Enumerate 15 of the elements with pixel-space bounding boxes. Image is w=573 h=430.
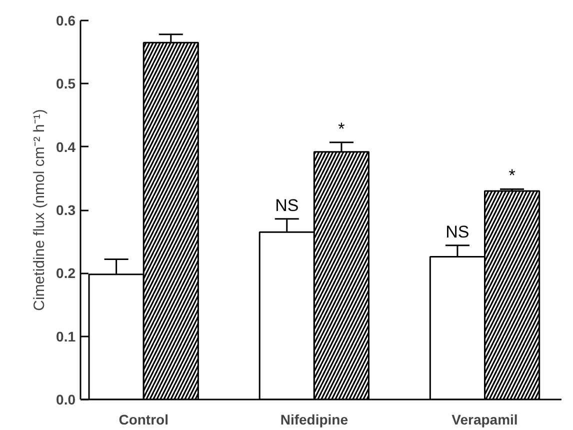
annotation: * bbox=[338, 119, 346, 138]
x-tick-label: Nifedipine bbox=[280, 412, 348, 428]
annotation: NS bbox=[275, 196, 299, 215]
x-tick-label: Verapamil bbox=[452, 412, 518, 428]
y-tick-label: 0.1 bbox=[56, 328, 76, 344]
annotation: NS bbox=[446, 222, 470, 242]
y-tick-label: 0.6 bbox=[56, 12, 76, 28]
y-tick-label: 0.3 bbox=[56, 202, 76, 218]
y-tick-label: 0.5 bbox=[56, 76, 76, 92]
annotation: * bbox=[508, 166, 516, 186]
y-tick-label: 0.0 bbox=[56, 392, 76, 408]
x-tick-label: Control bbox=[118, 412, 168, 428]
y-axis-title: Cimetidine flux (nmol cm⁻² h⁻¹) bbox=[31, 109, 48, 311]
y-tick-label: 0.2 bbox=[56, 265, 76, 282]
y-tick-label: 0.4 bbox=[56, 138, 76, 155]
